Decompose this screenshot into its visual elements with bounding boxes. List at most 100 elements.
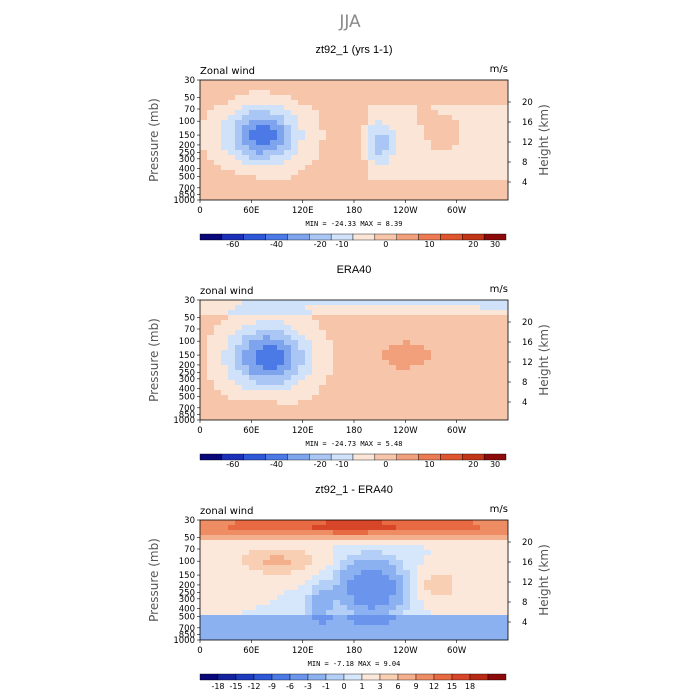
field-cell <box>410 375 418 381</box>
x-tick-label: 180 <box>346 206 362 216</box>
field-cell <box>466 540 474 546</box>
field-cell <box>424 170 432 176</box>
field-cell <box>228 145 236 151</box>
field-cell <box>487 585 495 591</box>
field-cell <box>361 190 369 196</box>
field-cell <box>221 105 229 111</box>
field-cell <box>417 350 425 356</box>
field-cell <box>263 120 271 126</box>
field-cell <box>417 410 425 416</box>
field-cell <box>235 135 243 141</box>
field-cell <box>501 525 508 531</box>
field-cell <box>466 335 474 341</box>
field-cell <box>431 115 439 121</box>
field-cell <box>368 410 376 416</box>
field-cell <box>487 85 495 91</box>
field-cell <box>396 555 404 561</box>
field-cell <box>368 585 376 591</box>
field-cell <box>319 535 327 541</box>
field-cell <box>235 390 243 396</box>
colorbar-swatch <box>440 233 463 241</box>
field-cell <box>389 140 397 146</box>
field-cell <box>480 195 488 200</box>
field-cell <box>277 345 285 351</box>
field-cell <box>382 380 390 386</box>
field-cell <box>445 335 453 341</box>
field-cell <box>396 385 404 391</box>
y-axis-title: Pressure (mb) <box>147 318 161 402</box>
field-cell <box>319 305 327 311</box>
field-cell <box>214 545 222 551</box>
field-cell <box>354 525 362 531</box>
field-cell <box>235 360 243 366</box>
field-cell <box>340 375 348 381</box>
field-cell <box>298 390 306 396</box>
field-cell <box>242 130 250 136</box>
field-cell <box>298 620 306 626</box>
field-cell <box>333 630 341 636</box>
field-cell <box>480 405 488 411</box>
field-cell <box>403 165 411 171</box>
colorbar-label: -1 <box>322 682 330 691</box>
field-cell <box>480 135 488 141</box>
field-cell <box>389 550 397 556</box>
y-tick-label: 70 <box>184 105 195 115</box>
field-cell <box>326 340 334 346</box>
field-cell <box>277 380 285 386</box>
field-cell <box>438 405 446 411</box>
field-cell <box>480 155 488 161</box>
field-cell <box>368 170 376 176</box>
field-cell <box>221 125 229 131</box>
field-cell <box>396 105 404 111</box>
field-cell <box>277 310 285 316</box>
field-cell <box>214 160 222 166</box>
field-cell <box>494 390 502 396</box>
field-cell <box>417 320 425 326</box>
field-cell <box>396 140 404 146</box>
field-cell <box>424 150 432 156</box>
field-cell <box>368 560 376 566</box>
field-cell <box>200 90 208 96</box>
field-cell <box>347 570 355 576</box>
field-cell <box>389 110 397 116</box>
field-cell <box>389 320 397 326</box>
field-cell <box>473 390 481 396</box>
field-cell <box>298 80 306 86</box>
field-cell <box>389 115 397 121</box>
field-cell <box>445 615 453 621</box>
field-cell <box>228 555 236 561</box>
colorbar-swatch <box>483 453 507 461</box>
field-cell <box>466 395 474 401</box>
field-cell <box>389 80 397 86</box>
field-cell <box>354 365 362 371</box>
field-cell <box>417 635 425 640</box>
field-cell <box>480 615 488 621</box>
field-cell <box>452 140 460 146</box>
field-cell <box>361 345 369 351</box>
field-cell <box>459 190 467 196</box>
field-cell <box>207 395 215 401</box>
field-cell <box>480 360 488 366</box>
field-cell <box>389 150 397 156</box>
field-cell <box>417 115 425 121</box>
field-cell <box>466 370 474 376</box>
field-cell <box>263 150 271 156</box>
field-cell <box>340 95 348 101</box>
field-cell <box>312 355 320 361</box>
field-cell <box>424 520 432 526</box>
field-cell <box>326 180 334 186</box>
field-cell <box>417 565 425 571</box>
field-cell <box>298 345 306 351</box>
field-cell <box>501 380 508 386</box>
field-cell <box>445 340 453 346</box>
field-cell <box>312 575 320 581</box>
field-cell <box>284 560 292 566</box>
field-cell <box>438 365 446 371</box>
field-cell <box>214 325 222 331</box>
field-cell <box>221 630 229 636</box>
field-cell <box>382 190 390 196</box>
field-cell <box>277 330 285 336</box>
field-cell <box>466 415 474 420</box>
field-cell <box>501 130 508 136</box>
field-cell <box>284 585 292 591</box>
